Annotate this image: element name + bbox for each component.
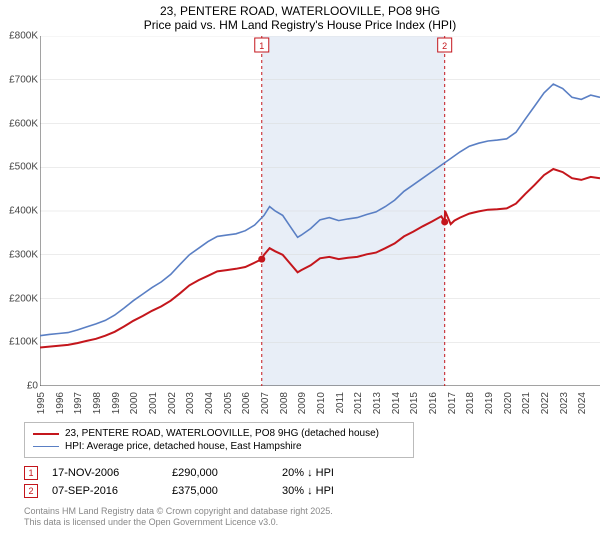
x-tick-label: 2024 bbox=[577, 392, 600, 414]
y-tick-label: £800K bbox=[0, 31, 38, 42]
legend-swatch-property bbox=[33, 433, 59, 435]
plot-area: 12 bbox=[40, 36, 600, 386]
event-table: 1 17-NOV-2006£290,00020% ↓ HPI 2 07-SEP-201… bbox=[24, 464, 600, 500]
legend-item-hpi: HPI: Average price, detached house, East… bbox=[33, 440, 405, 453]
legend-swatch-hpi bbox=[33, 446, 59, 447]
y-tick-label: £700K bbox=[0, 74, 38, 85]
event-marker: 1 bbox=[24, 466, 38, 480]
svg-text:2: 2 bbox=[442, 41, 447, 51]
svg-text:1: 1 bbox=[259, 41, 264, 51]
y-tick-label: £600K bbox=[0, 118, 38, 129]
chart-subtitle: Price paid vs. HM Land Registry's House … bbox=[0, 18, 600, 36]
chart-area: 12 £0£100K£200K£300K£400K£500K£600K£700K… bbox=[40, 36, 600, 416]
event-row: 1 17-NOV-2006£290,00020% ↓ HPI bbox=[24, 464, 600, 482]
event-row: 2 07-SEP-2016£375,00030% ↓ HPI bbox=[24, 482, 600, 500]
y-tick-label: £400K bbox=[0, 206, 38, 217]
event-delta: 30% ↓ HPI bbox=[282, 485, 334, 497]
plot-svg: 12 bbox=[40, 36, 600, 386]
event-price: £290,000 bbox=[172, 467, 282, 479]
event-date: 17-NOV-2006 bbox=[52, 467, 172, 479]
legend: 23, PENTERE ROAD, WATERLOOVILLE, PO8 9HG… bbox=[24, 422, 414, 458]
legend-label-property: 23, PENTERE ROAD, WATERLOOVILLE, PO8 9HG… bbox=[65, 428, 379, 439]
event-delta: 20% ↓ HPI bbox=[282, 467, 334, 479]
event-date: 07-SEP-2016 bbox=[52, 485, 172, 497]
event-marker: 2 bbox=[24, 484, 38, 498]
footer: Contains HM Land Registry data © Crown c… bbox=[24, 506, 600, 529]
footer-line1: Contains HM Land Registry data © Crown c… bbox=[24, 506, 600, 517]
y-tick-label: £200K bbox=[0, 293, 38, 304]
y-tick-label: £0 bbox=[0, 381, 38, 392]
event-price: £375,000 bbox=[172, 485, 282, 497]
y-tick-label: £100K bbox=[0, 337, 38, 348]
footer-line2: This data is licensed under the Open Gov… bbox=[24, 517, 600, 528]
y-tick-label: £300K bbox=[0, 249, 38, 260]
chart-title: 23, PENTERE ROAD, WATERLOOVILLE, PO8 9HG bbox=[0, 0, 600, 18]
legend-item-property: 23, PENTERE ROAD, WATERLOOVILLE, PO8 9HG… bbox=[33, 427, 405, 440]
legend-label-hpi: HPI: Average price, detached house, East… bbox=[65, 441, 302, 452]
y-tick-label: £500K bbox=[0, 162, 38, 173]
